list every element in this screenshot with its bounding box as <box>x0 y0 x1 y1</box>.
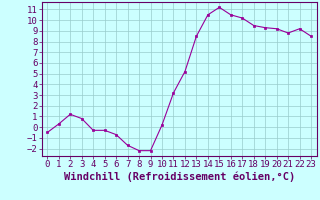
X-axis label: Windchill (Refroidissement éolien,°C): Windchill (Refroidissement éolien,°C) <box>64 172 295 182</box>
